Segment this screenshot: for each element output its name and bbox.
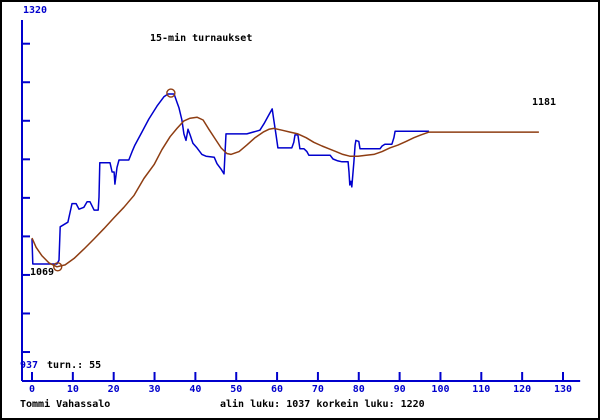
x-tick-label: 0 bbox=[28, 384, 36, 395]
x-tick-label: 130 bbox=[553, 384, 573, 395]
x-tick-label: 120 bbox=[513, 384, 532, 395]
x-tick-label: 10 bbox=[66, 384, 79, 395]
x-tick-label: 70 bbox=[311, 384, 324, 395]
x-tick-label: 60 bbox=[271, 384, 284, 395]
maximum-marker-circle bbox=[166, 88, 176, 98]
x-tick-label: 20 bbox=[107, 384, 120, 395]
x-tick-label: 50 bbox=[230, 384, 243, 395]
x-tick-label: 40 bbox=[189, 384, 202, 395]
x-tick-label: 100 bbox=[431, 384, 450, 395]
chart-title: 15-min turnaukset bbox=[150, 33, 253, 44]
player-name: Tommi Vahassalo bbox=[20, 399, 111, 410]
x-tick-label: 80 bbox=[352, 384, 365, 395]
tournament-count-label: turn.: 55 bbox=[47, 360, 102, 371]
y-axis-min-label: 937 bbox=[20, 360, 39, 371]
end-value-label: 1181 bbox=[532, 97, 557, 108]
rating-line bbox=[31, 93, 429, 265]
moving_average-line bbox=[31, 116, 539, 268]
x-tick-label: 110 bbox=[472, 384, 491, 395]
min-max-stats: alin luku: 1037 korkein luku: 1220 bbox=[220, 399, 425, 410]
minimum-marker-circle bbox=[53, 262, 63, 272]
min-value-label: 1069 bbox=[30, 267, 55, 278]
x-tick-label: 30 bbox=[148, 384, 161, 395]
y-axis-max-label: 1320 bbox=[23, 5, 48, 16]
x-tick-label: 90 bbox=[393, 384, 406, 395]
